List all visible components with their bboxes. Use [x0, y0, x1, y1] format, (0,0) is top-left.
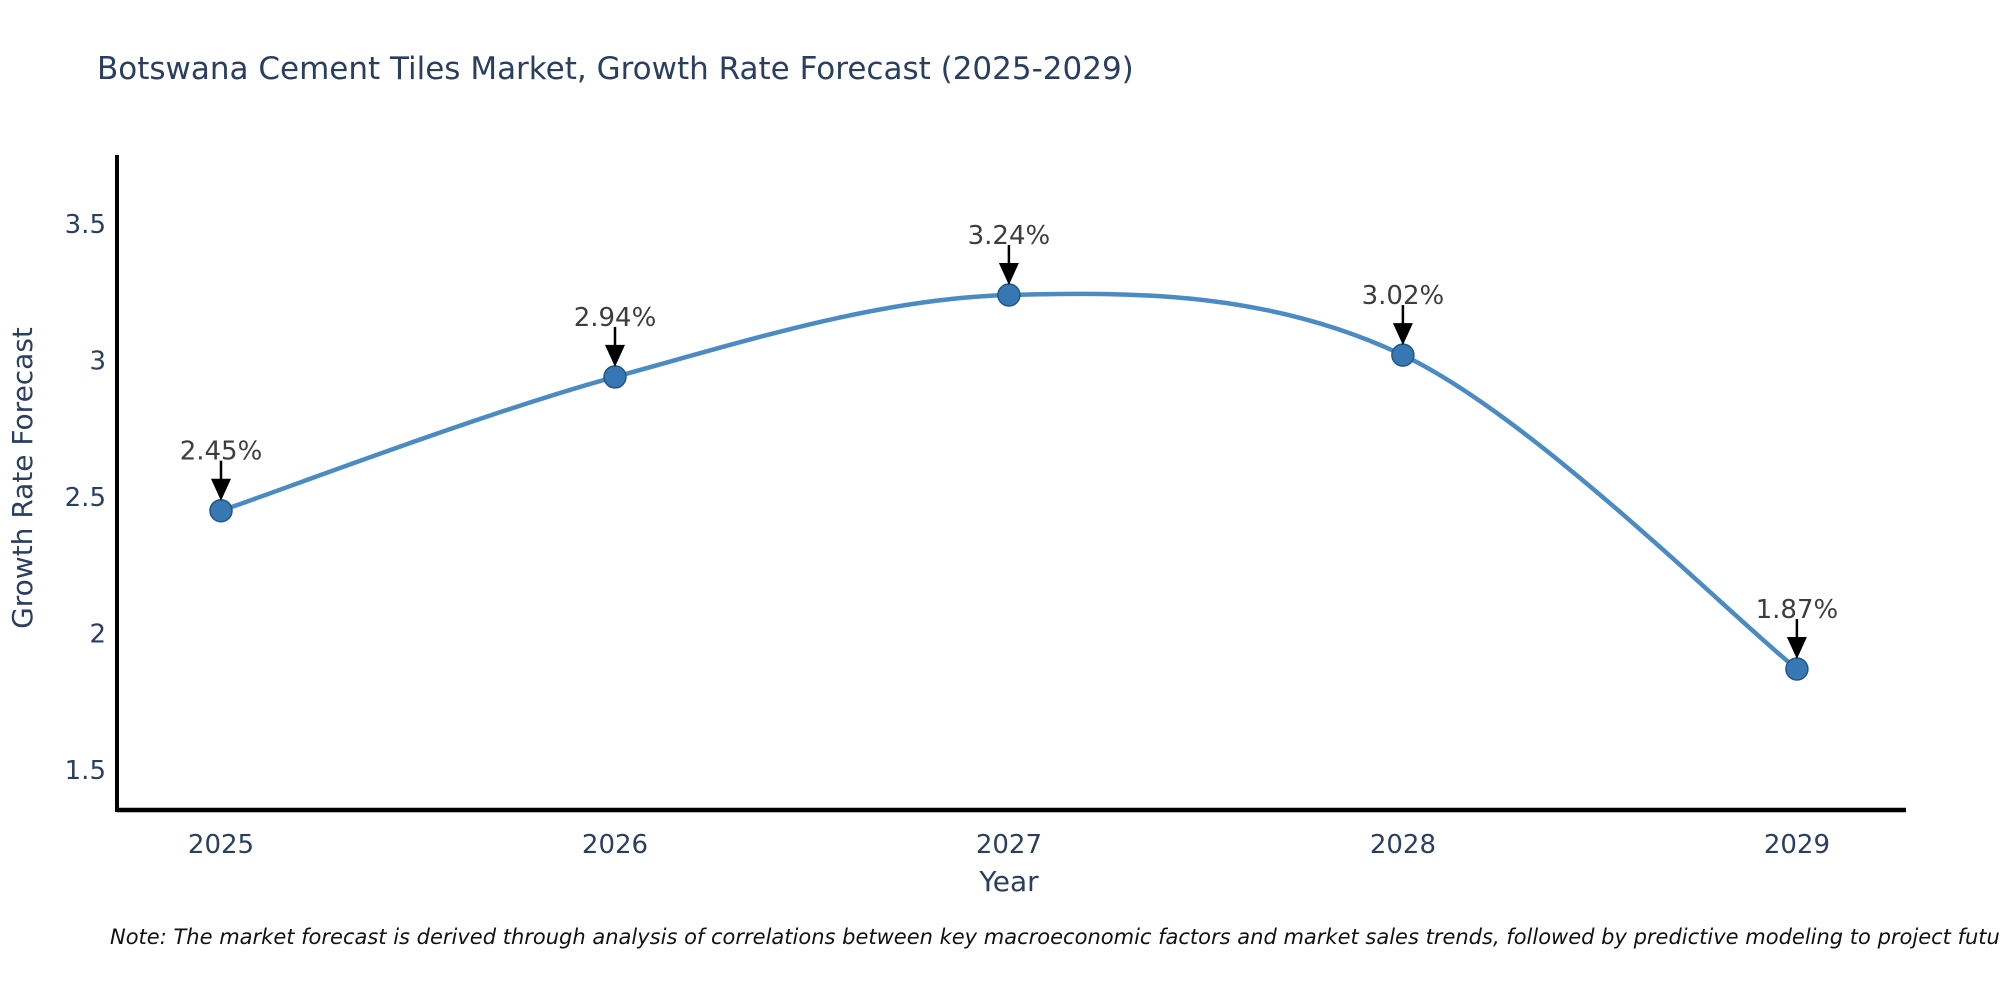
x-tick-label: 2025 [188, 830, 254, 860]
annotation-value-label: 2.94% [574, 303, 657, 333]
annotation-arrow-head [998, 263, 1019, 285]
annotation-arrow-head [1392, 323, 1413, 346]
y-axis-title: Growth Rate Forecast [6, 327, 39, 629]
y-tick-label: 3.5 [65, 210, 106, 240]
y-tick-label: 1.5 [65, 756, 106, 786]
x-tick-label: 2028 [1370, 830, 1436, 860]
annotation-value-label: 2.45% [180, 437, 263, 467]
x-tick-label: 2026 [582, 830, 648, 860]
annotation-arrow-head [1786, 637, 1807, 659]
annotation-value-label: 3.02% [1362, 281, 1445, 311]
annotation-value-label: 3.24% [968, 221, 1051, 251]
data-point-marker-2029 [1785, 657, 1809, 681]
annotation-arrow-head [605, 344, 625, 367]
forecast-line [218, 291, 1800, 672]
y-tick-label: 3 [89, 347, 106, 377]
annotation-value-label: 1.87% [1756, 595, 1839, 625]
chart-title: Botswana Cement Tiles Market, Growth Rat… [97, 51, 1134, 87]
footnote: Note: The market forecast is derived thr… [110, 925, 2000, 949]
x-tick-label: 2027 [976, 830, 1042, 860]
data-point-marker-2026 [603, 365, 627, 389]
annotation-arrow-head [211, 478, 231, 501]
x-axis-title: Year [978, 865, 1039, 898]
y-tick-label: 2.5 [65, 483, 106, 513]
data-point-marker-2025 [209, 498, 233, 523]
y-tick-label: 2 [89, 620, 106, 650]
data-point-marker-2027 [997, 283, 1021, 307]
x-tick-label: 2029 [1764, 830, 1830, 860]
data-point-marker-2028 [1391, 343, 1415, 367]
plot-area: 1.5 2 2.5 3 3.5 2025 2026 2027 2028 2029 2.45% 2.94… [65, 155, 1906, 860]
